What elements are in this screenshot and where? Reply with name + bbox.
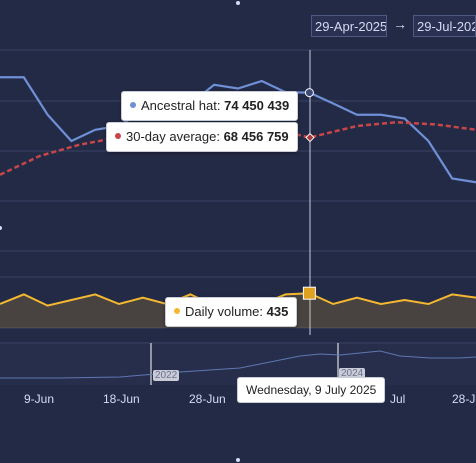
range-to-input[interactable]: 29-Jul-2025 xyxy=(413,15,476,37)
range-arrow: → xyxy=(393,16,407,32)
x-tick-18-jun: 18-Jun xyxy=(103,392,140,406)
navigator-series-line xyxy=(0,350,476,379)
ancestral-hat-line xyxy=(0,76,476,184)
tooltip-series1-name: Ancestral hat: xyxy=(141,98,221,113)
x-tick-28-jun: 28-Jun xyxy=(189,392,226,406)
volume-marker xyxy=(302,286,316,300)
tooltip-series2-value: 68 456 759 xyxy=(223,129,289,144)
scroll-dot-left xyxy=(0,226,2,230)
tooltip-series1-value: 74 450 439 xyxy=(224,98,290,113)
x-tick-28-jul: 28-J xyxy=(452,392,476,406)
tooltip-volume-value: 435 xyxy=(266,304,289,319)
navigator-year-2022: 2022 xyxy=(153,370,180,381)
date-tooltip: Wednesday, 9 July 2025 xyxy=(237,377,386,403)
volume-dot-icon xyxy=(174,308,180,314)
average-marker xyxy=(305,132,315,143)
tooltip-ancestral-hat: Ancestral hat: 74 450 439 xyxy=(121,91,299,121)
x-tick-9-jun: 9-Jun xyxy=(24,392,55,406)
scroll-dot-top xyxy=(236,1,240,5)
tooltip-series2-name: 30-day average: xyxy=(126,129,220,144)
x-tick-jul: Jul xyxy=(390,392,406,406)
tooltip-volume-name: Daily volume: xyxy=(185,304,264,319)
tooltip-30-day-average: 30-day average: 68 456 759 xyxy=(106,122,298,152)
scroll-dot-bottom xyxy=(236,458,240,462)
ancestral-hat-marker xyxy=(304,88,314,98)
tooltip-daily-volume: Daily volume: 435 xyxy=(165,297,298,327)
range-from-input[interactable]: 29-Apr-2025 xyxy=(311,15,387,37)
average-dot-icon xyxy=(115,133,121,139)
navigator-year-2024: 2024 xyxy=(339,368,366,379)
ancestral-hat-dot-icon xyxy=(130,102,136,108)
